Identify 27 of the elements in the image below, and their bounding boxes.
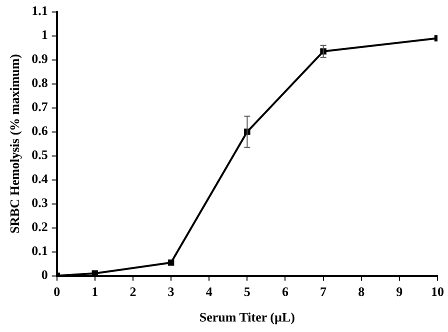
x-tick-label: 0 — [54, 284, 60, 299]
x-tick-label: 9 — [396, 284, 404, 299]
x-tick-label: 6 — [282, 284, 289, 299]
x-tick-label: 2 — [130, 284, 136, 299]
y-tick-label: 0.5 — [32, 147, 48, 162]
point — [92, 270, 98, 276]
x-tick-label: 8 — [358, 284, 366, 299]
y-tick-label: 0.7 — [32, 99, 48, 114]
x-tick-label: 3 — [168, 284, 175, 299]
y-tick-label: 0.9 — [32, 51, 48, 66]
x-tick-label: 10 — [431, 284, 444, 299]
y-tick-label: 0.8 — [32, 75, 48, 90]
y-tick-label: 1 — [41, 27, 48, 42]
x-tick-label: 4 — [206, 284, 213, 299]
x-axis-title: Serum Titer (µL) — [199, 310, 295, 325]
y-tick-label: 0.6 — [32, 123, 48, 138]
y-tick-label: 1.1 — [32, 3, 48, 18]
y-tick-label: 0.3 — [32, 195, 48, 210]
y-tick-label: 0.1 — [32, 243, 48, 258]
y-axis-title: SRBC Hemolysis (% maximum) — [7, 54, 22, 234]
y-tick-label: 0 — [41, 267, 48, 282]
x-tick-label: 1 — [92, 284, 98, 299]
x-tick-label: 5 — [244, 284, 251, 299]
y-tick-label: 0.4 — [32, 171, 48, 186]
x-tick-label: 7 — [320, 284, 328, 299]
y-tick-label: 0.2 — [32, 219, 48, 234]
point — [168, 259, 174, 266]
